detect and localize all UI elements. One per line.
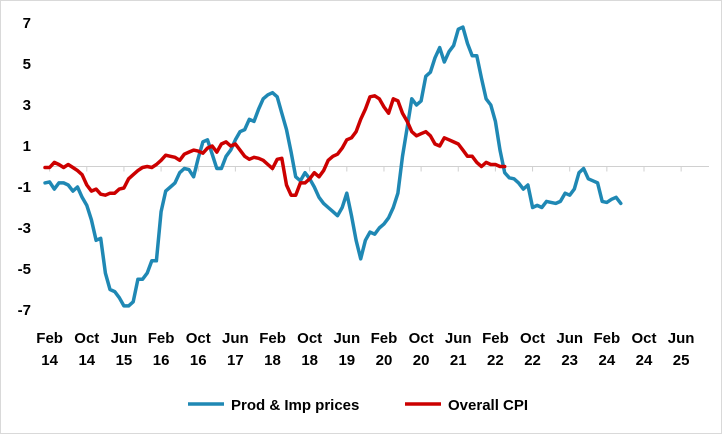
x-tick-month: Jun [556,330,583,347]
x-tick-year: 22 [487,352,504,369]
x-tick-month: Feb [594,330,621,347]
x-tick-year: 20 [376,352,393,369]
x-tick-year: 23 [561,352,578,369]
x-tick-year: 21 [450,352,467,369]
y-tick-label: 3 [23,97,31,114]
x-tick-month: Oct [74,330,99,347]
y-tick-label: -3 [18,220,31,237]
x-axis: Feb 14 Oct 14 Jun 15 Feb 16 Oct 16 Jun 17 Feb 18 Oct 18… [36,166,695,369]
x-tick-month: Oct [520,330,545,347]
x-tick-month: Jun [111,330,138,347]
y-axis: 7 5 3 1 -1 -3 -5 -7 [18,15,31,319]
x-tick-year: 14 [78,352,95,369]
x-tick-month: Oct [186,330,211,347]
x-tick-month: Jun [333,330,360,347]
x-tick-year: 25 [673,352,690,369]
y-tick-label: -1 [18,179,31,196]
x-tick-year: 14 [41,352,58,369]
x-tick-year: 19 [338,352,355,369]
x-tick-month: Oct [631,330,656,347]
series-line-prod-imp-prices [43,25,623,308]
x-tick-year: 20 [413,352,430,369]
x-tick-month: Feb [482,330,509,347]
x-tick-year: 18 [301,352,318,369]
x-tick-month: Jun [222,330,249,347]
x-tick-year: 15 [116,352,133,369]
x-tick-month: Feb [36,330,63,347]
x-tick-month: Feb [259,330,286,347]
x-tick-month: Feb [371,330,398,347]
x-tick-month: Oct [297,330,322,347]
x-tick-year: 16 [190,352,207,369]
legend-item-prod-imp-prices: Prod & Imp prices [231,397,359,414]
x-tick-year: 24 [599,352,616,369]
x-tick-year: 16 [153,352,170,369]
x-tick-year: 24 [636,352,653,369]
y-tick-label: 5 [23,56,31,73]
legend: Prod & Imp prices Overall CPI [188,397,528,414]
legend-item-overall-cpi: Overall CPI [448,397,528,414]
x-tick-month: Jun [668,330,695,347]
x-tick-month: Oct [409,330,434,347]
x-tick-month: Jun [445,330,472,347]
x-tick-year: 17 [227,352,244,369]
y-tick-label: 7 [23,15,31,32]
y-tick-label: 1 [23,138,31,155]
x-tick-year: 18 [264,352,281,369]
series-line-overall-cpi [43,94,507,197]
x-tick-year: 22 [524,352,541,369]
x-tick-month: Feb [148,330,175,347]
series-lines [43,25,623,308]
y-tick-label: -7 [18,302,31,319]
y-tick-label: -5 [18,261,31,278]
